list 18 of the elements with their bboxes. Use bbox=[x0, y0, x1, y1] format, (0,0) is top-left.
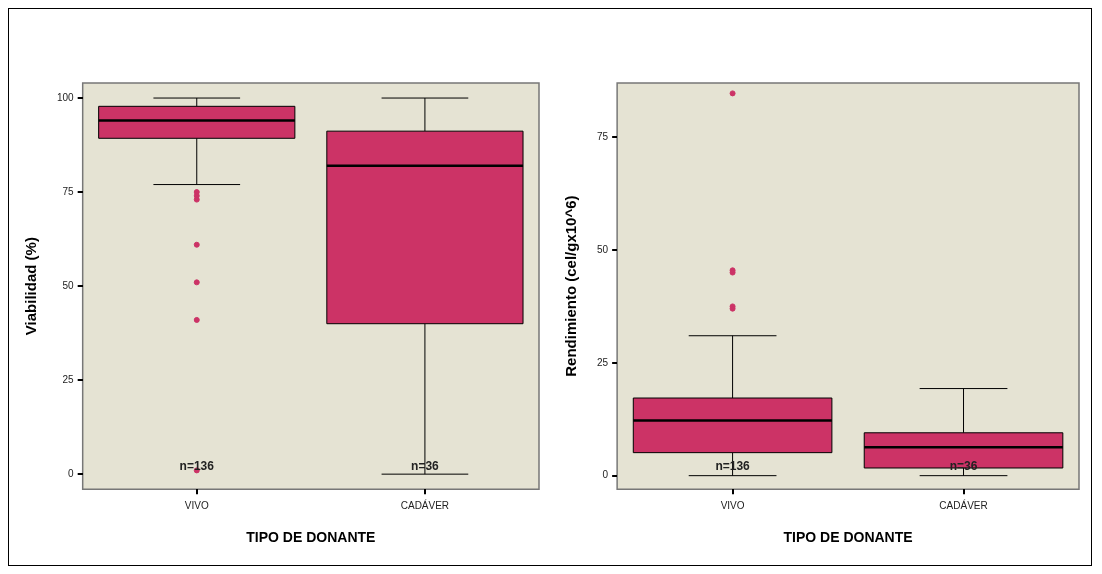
y-tick-label: 25 bbox=[62, 373, 75, 385]
y-axis-title: Rendimiento (cel/gx10^6) bbox=[562, 195, 580, 377]
y-tick-label: 0 bbox=[68, 467, 75, 479]
x-axis-title: TIPO DE DONANTE bbox=[246, 529, 376, 546]
y-tick-label: 25 bbox=[597, 356, 609, 368]
y-tick-label: 0 bbox=[602, 469, 609, 481]
y-tick-label: 50 bbox=[597, 243, 609, 255]
x-tick-label: CADÁVER bbox=[400, 498, 450, 511]
x-tick-label: VIVO bbox=[184, 499, 209, 511]
x-tick-label: VIVO bbox=[720, 499, 745, 511]
x-axis-title: TIPO DE DONANTE bbox=[783, 529, 913, 546]
y-axis-title: Viabilidad (%) bbox=[22, 237, 40, 336]
x-tick-label: CADÁVER bbox=[939, 498, 988, 511]
y-tick-label: 75 bbox=[62, 185, 75, 197]
y-tick-label: 50 bbox=[62, 279, 75, 291]
annotation: n=136 bbox=[179, 458, 215, 473]
y-tick-label: 75 bbox=[597, 130, 609, 142]
y-tick-label: 100 bbox=[57, 91, 75, 103]
